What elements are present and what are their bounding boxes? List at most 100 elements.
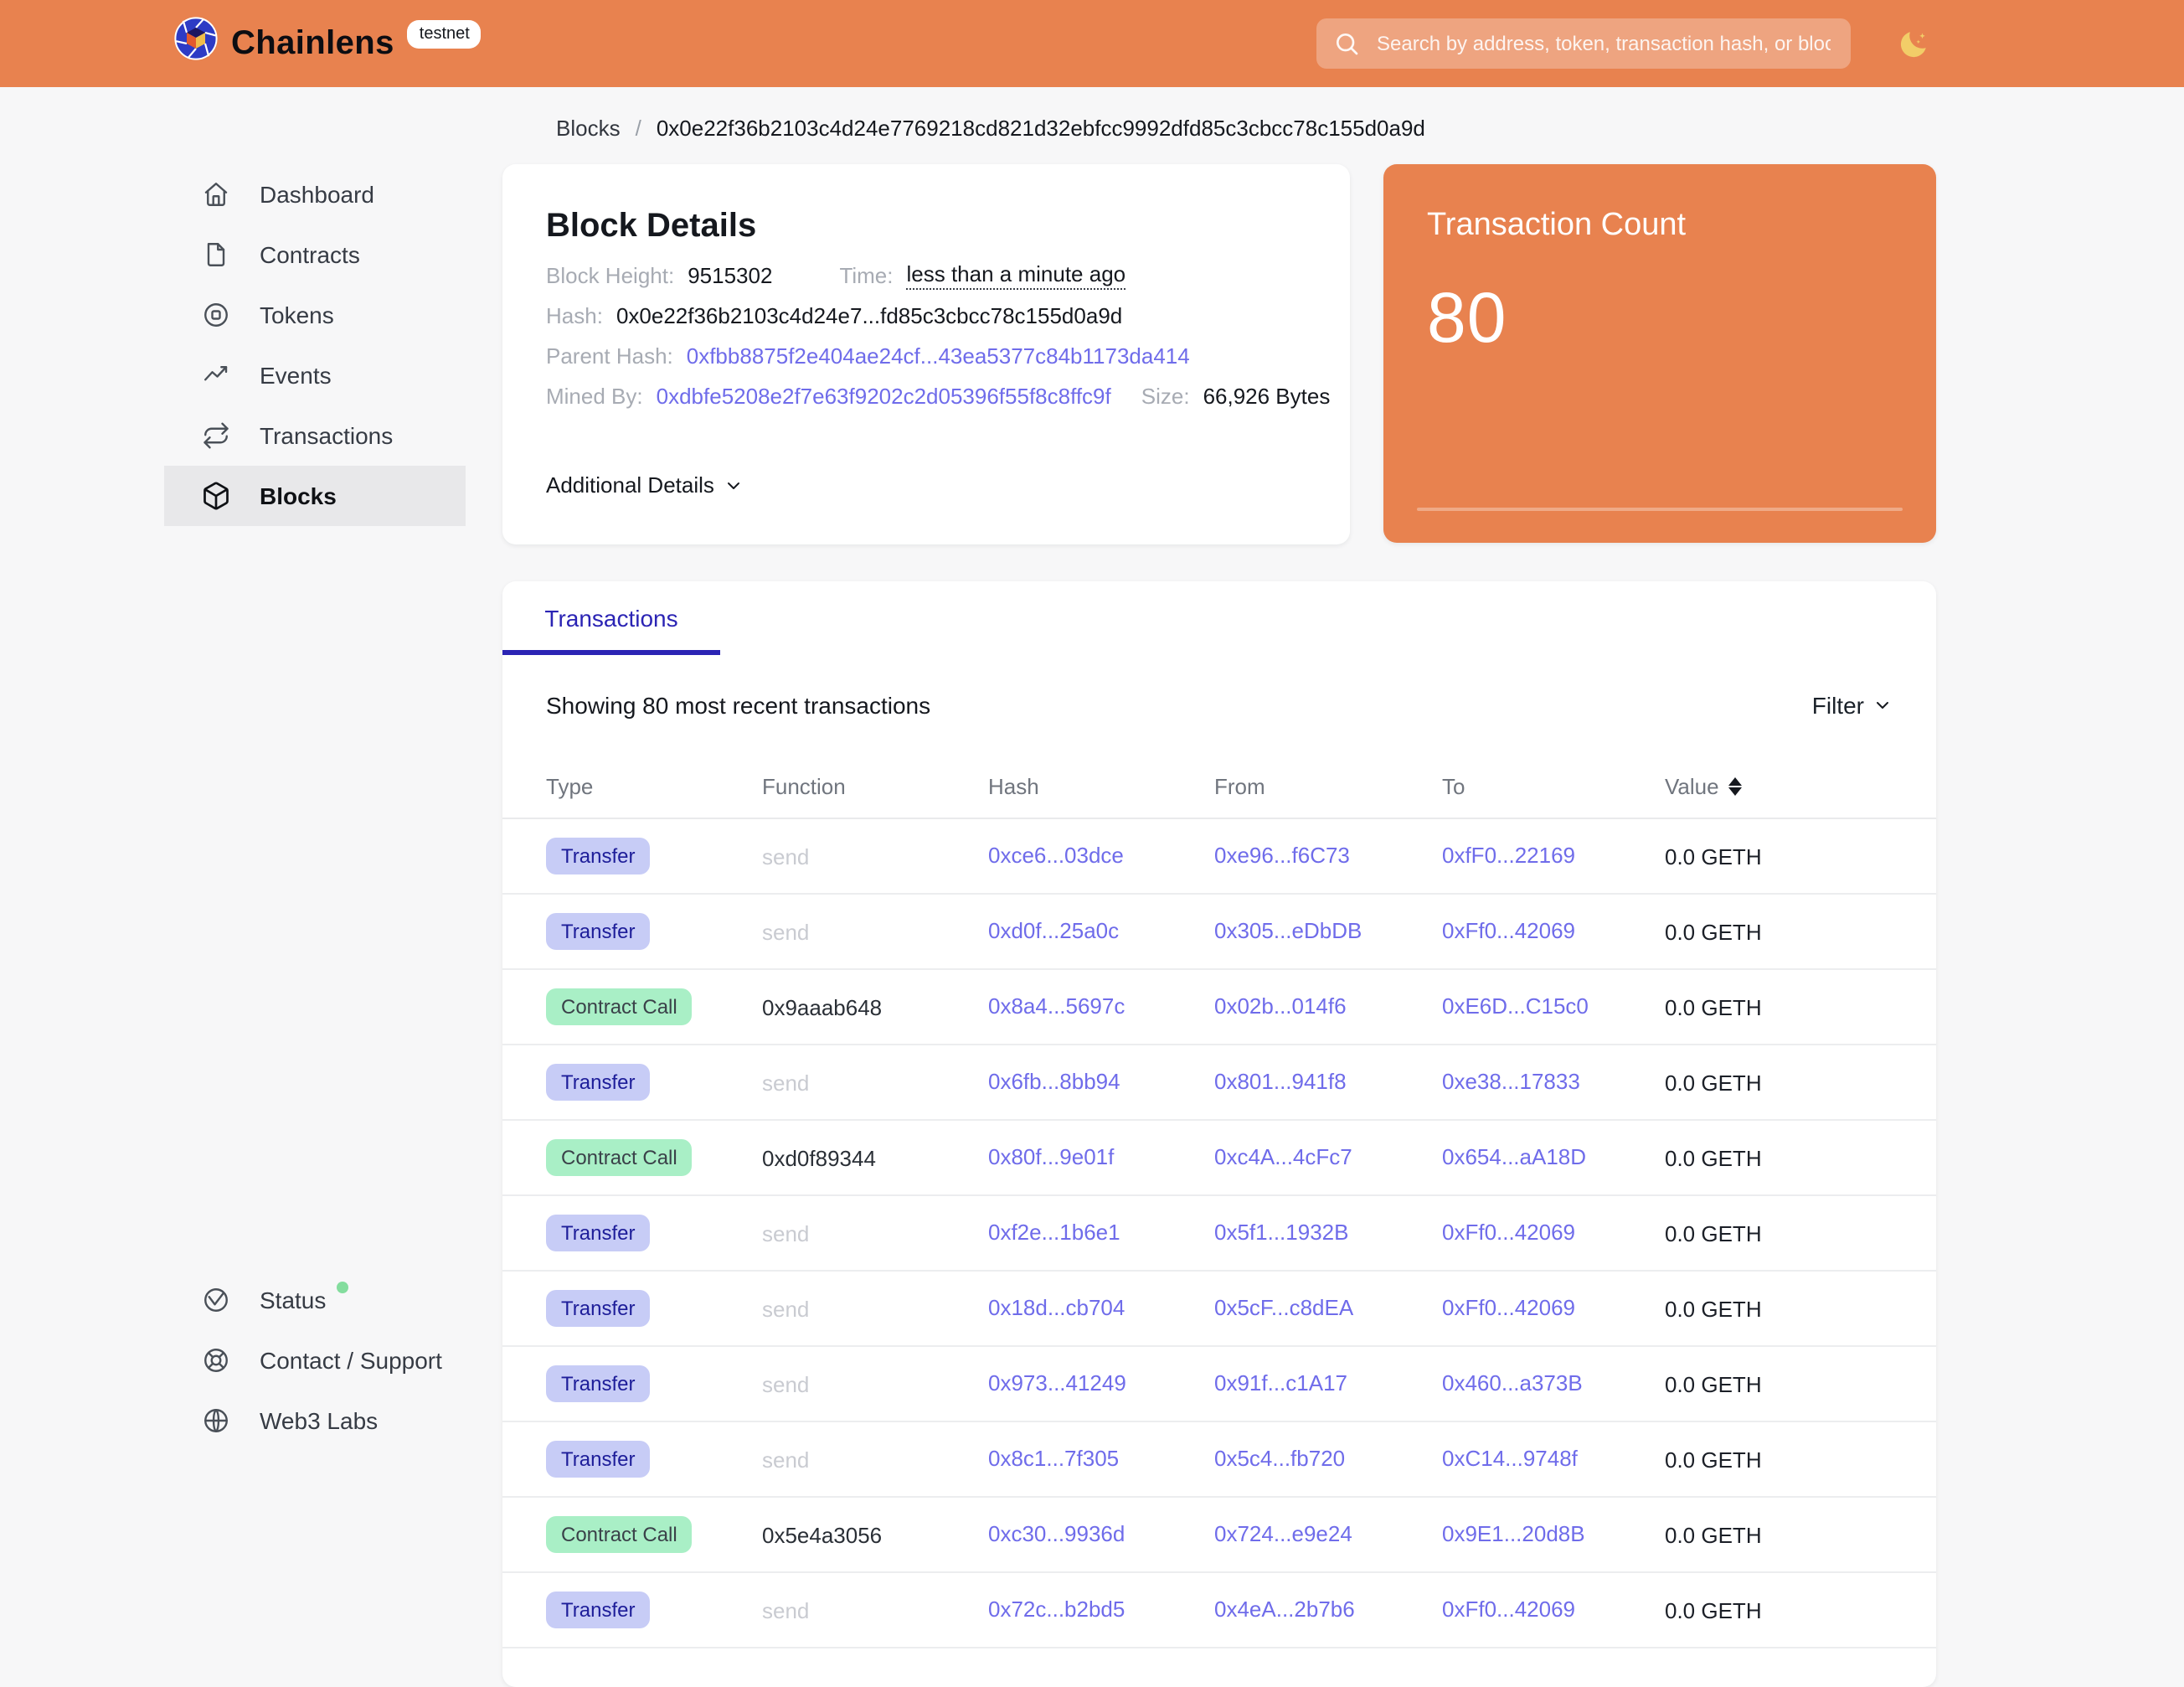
hash-link[interactable]: 0x80f...9e01f — [988, 1144, 1115, 1169]
hash-link[interactable]: 0xce6...03dce — [988, 843, 1124, 868]
sidebar-item-web3-labs[interactable]: Web3 Labs — [164, 1390, 466, 1451]
type-cell: Transfer — [546, 1215, 762, 1251]
from-address-link[interactable]: 0xe96...f6C73 — [1214, 843, 1350, 868]
from-address-link[interactable]: 0x724...e9e24 — [1214, 1521, 1352, 1546]
table-row: Transfer send 0x8c1...7f305 0x5c4...fb720 0x… — [502, 1422, 1936, 1498]
table-row: Contract Call 0xd0f89344 0x80f...9e01f 0xc4… — [502, 1121, 1936, 1196]
mined-by-link[interactable]: 0xdbfe5208e2f7e63f9202c2d05396f55f8c8ffc… — [656, 383, 1111, 408]
sidebar-item-dashboard[interactable]: Dashboard — [164, 164, 466, 224]
to-address-link[interactable]: 0xFf0...42069 — [1442, 1220, 1575, 1245]
from-address-link[interactable]: 0x305...eDbDB — [1214, 918, 1362, 943]
tab-transactions[interactable]: Transactions — [502, 581, 720, 655]
sidebar-item-transactions[interactable]: Transactions — [164, 405, 466, 466]
to-address-link[interactable]: 0xe38...17833 — [1442, 1069, 1580, 1094]
sidebar-nav: Dashboard Contracts Tokens Events Transactio… — [164, 164, 466, 526]
from-address-link[interactable]: 0x5f1...1932B — [1214, 1220, 1349, 1245]
from-cell: 0xe96...f6C73 — [1214, 841, 1442, 871]
app: Chainlens testnet Blocks / 0x0e22f36b210… — [0, 0, 2184, 1648]
transactions-summary: Showing 80 most recent transactions — [546, 692, 931, 719]
hash-link[interactable]: 0x18d...cb704 — [988, 1295, 1125, 1320]
sidebar-item-label: Contracts — [260, 241, 360, 268]
search-input[interactable] — [1373, 30, 1834, 57]
breadcrumb-current-hash: 0x0e22f36b2103c4d24e7769218cd821d32ebfcc… — [656, 116, 1425, 141]
from-address-link[interactable]: 0x5c4...fb720 — [1214, 1446, 1346, 1471]
from-cell: 0x91f...c1A17 — [1214, 1369, 1442, 1399]
hash-cell: 0x6fb...8bb94 — [988, 1067, 1214, 1097]
brand[interactable]: Chainlens testnet — [174, 17, 482, 70]
hash-link[interactable]: 0x8a4...5697c — [988, 993, 1125, 1019]
function-cell: send — [762, 1371, 810, 1396]
type-badge: Transfer — [546, 1215, 651, 1251]
to-address-link[interactable]: 0xC14...9748f — [1442, 1446, 1578, 1471]
function-cell: send — [762, 1597, 810, 1623]
sidebar-item-blocks[interactable]: Blocks — [164, 466, 466, 526]
sidebar-item-status[interactable]: Status — [164, 1270, 466, 1330]
to-address-link[interactable]: 0x9E1...20d8B — [1442, 1521, 1585, 1546]
to-address-link[interactable]: 0xE6D...C15c0 — [1442, 993, 1589, 1019]
transactions-summary-row: Showing 80 most recent transactions Filt… — [546, 692, 1893, 719]
filter-button[interactable]: Filter — [1812, 692, 1893, 719]
to-address-link[interactable]: 0xFf0...42069 — [1442, 1597, 1575, 1622]
events-icon — [201, 360, 231, 390]
sidebar-item-events[interactable]: Events — [164, 345, 466, 405]
function-cell: send — [762, 1447, 810, 1472]
value-sort-icon[interactable] — [1728, 777, 1743, 796]
table-row: Contract Call 0x9aaab648 0x8a4...5697c 0x02… — [502, 970, 1936, 1045]
hash-link[interactable]: 0xf2e...1b6e1 — [988, 1220, 1120, 1245]
additional-details-toggle[interactable]: Additional Details — [546, 472, 744, 498]
hash-link[interactable]: 0x8c1...7f305 — [988, 1446, 1120, 1471]
to-address-link[interactable]: 0x460...a373B — [1442, 1370, 1583, 1396]
tab-transactions-label: Transactions — [544, 605, 678, 632]
sidebar-item-contracts[interactable]: Contracts — [164, 224, 466, 285]
hash-link[interactable]: 0x973...41249 — [988, 1370, 1126, 1396]
theme-toggle[interactable] — [1896, 25, 1933, 62]
from-address-link[interactable]: 0x4eA...2b7b6 — [1214, 1597, 1355, 1622]
parent-hash-link[interactable]: 0xfbb8875f2e404ae24cf...43ea5377c84b1173… — [686, 343, 1190, 368]
type-badge: Transfer — [546, 1592, 651, 1628]
to-address-link[interactable]: 0xFf0...42069 — [1442, 918, 1575, 943]
column-header-hash: Hash — [988, 774, 1039, 799]
search-bar[interactable] — [1316, 18, 1851, 69]
web3-labs-icon — [201, 1406, 231, 1436]
from-address-link[interactable]: 0x02b...014f6 — [1214, 993, 1347, 1019]
blocks-icon — [201, 481, 231, 511]
contact-support-icon — [201, 1345, 231, 1375]
to-address-link[interactable]: 0xFf0...42069 — [1442, 1295, 1575, 1320]
from-address-link[interactable]: 0x91f...c1A17 — [1214, 1370, 1347, 1396]
filter-label: Filter — [1811, 692, 1864, 719]
from-address-link[interactable]: 0x5cF...c8dEA — [1214, 1295, 1354, 1320]
hash-link[interactable]: 0x72c...b2bd5 — [988, 1597, 1125, 1622]
moon-icon — [1900, 32, 1926, 58]
size-label: Size: — [1141, 383, 1190, 408]
column-header-value: Value — [1665, 774, 1893, 799]
from-cell: 0x305...eDbDB — [1214, 916, 1442, 947]
hash-link[interactable]: 0x6fb...8bb94 — [988, 1069, 1120, 1094]
app-header: Chainlens testnet — [0, 0, 2184, 87]
hash-link[interactable]: 0xc30...9936d — [988, 1521, 1125, 1546]
from-address-link[interactable]: 0x801...941f8 — [1214, 1069, 1347, 1094]
tokens-icon — [201, 300, 231, 330]
to-cell: 0x654...aA18D — [1442, 1143, 1665, 1173]
hash-cell: 0x973...41249 — [988, 1369, 1214, 1399]
breadcrumb-blocks-link[interactable]: Blocks — [556, 116, 621, 141]
type-cell: Transfer — [546, 913, 762, 950]
hash-link[interactable]: 0xd0f...25a0c — [988, 918, 1120, 943]
table-header: Type Function Hash From To Value — [502, 774, 1936, 819]
contracts-icon — [201, 240, 231, 270]
to-address-link[interactable]: 0xfF0...22169 — [1442, 843, 1575, 868]
block-height-label: Block Height: — [546, 262, 675, 287]
hash-cell: 0x8c1...7f305 — [988, 1444, 1214, 1474]
sidebar-item-tokens[interactable]: Tokens — [164, 285, 466, 345]
column-header-from: From — [1214, 774, 1265, 799]
table-row: Transfer send 0xce6...03dce 0xe96...f6C73 0x… — [502, 819, 1936, 895]
sidebar-item-contact-support[interactable]: Contact / Support — [164, 1330, 466, 1390]
mined-by-row: Mined By: 0xdbfe5208e2f7e63f9202c2d05396… — [546, 375, 1330, 415]
function-cell: send — [762, 919, 810, 944]
type-badge: Contract Call — [546, 1139, 693, 1176]
from-address-link[interactable]: 0xc4A...4cFc7 — [1214, 1144, 1352, 1169]
from-cell: 0xc4A...4cFc7 — [1214, 1143, 1442, 1173]
to-address-link[interactable]: 0x654...aA18D — [1442, 1144, 1587, 1169]
sidebar-item-label: Contact / Support — [260, 1347, 442, 1374]
value-cell: 0.0 GETH — [1665, 1597, 1762, 1623]
sidebar-item-label: Status — [260, 1287, 327, 1313]
